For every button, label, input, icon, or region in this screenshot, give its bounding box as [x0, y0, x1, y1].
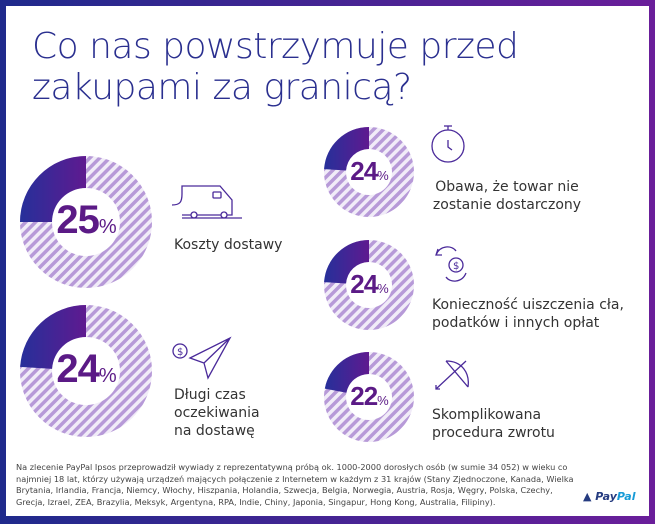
delivery-van-icon	[171, 185, 242, 219]
percent-number: 24	[350, 156, 378, 187]
donut-segment	[324, 127, 369, 171]
donut-chart	[20, 305, 152, 437]
paper-plane-dollar-icon: $	[172, 336, 232, 380]
percent-value: 24%	[346, 156, 392, 187]
donut-chart	[20, 156, 152, 288]
paypal-logo: ▲ PayPal	[583, 490, 636, 503]
percent-number: 22	[350, 381, 378, 412]
label-waiting-time: Długi czas oczekiwania na dostawę	[174, 387, 260, 439]
page-title: Co nas powstrzymuje przed zakupami za gra…	[32, 26, 519, 108]
stopwatch-icon	[431, 125, 465, 163]
percent-unit: %	[377, 393, 389, 409]
percent-value: 25%	[52, 198, 120, 243]
percent-value: 22%	[346, 381, 392, 412]
label-customs: Konieczność uiszczenia cła, podatków i i…	[432, 297, 624, 331]
percent-number: 25	[56, 198, 99, 242]
currency-exchange-icon: $	[435, 246, 467, 282]
percent-unit: %	[98, 216, 117, 238]
donut-chart	[324, 240, 414, 330]
donut-segment	[20, 305, 87, 369]
percent-value: 24%	[346, 269, 392, 300]
label-not-delivered: Obawa, że towar nie zostanie dostarczony	[432, 179, 582, 213]
svg-text:$: $	[177, 347, 183, 358]
title-line: zakupami za granicą?	[32, 67, 412, 108]
donut-chart	[324, 352, 414, 442]
label-returns: Skomplikowana procedura zwrotu	[432, 407, 555, 441]
footnote: Na zlecenie PayPal Ipsos przeprowadził w…	[16, 462, 574, 507]
donut-chart	[324, 127, 414, 217]
percent-number: 24	[350, 269, 378, 300]
donut-segment	[324, 352, 369, 393]
label-shipping-cost: Koszty dostawy	[174, 237, 283, 253]
title-line: Co nas powstrzymuje przed	[32, 26, 519, 67]
percent-unit: %	[98, 365, 117, 387]
percent-unit: %	[377, 281, 389, 297]
percent-unit: %	[377, 168, 389, 184]
donut-segment	[20, 156, 86, 222]
donut-segment	[324, 240, 369, 284]
bow-arrow-icon	[435, 360, 469, 390]
percent-value: 24%	[52, 347, 120, 392]
percent-number: 24	[56, 347, 99, 391]
svg-text:$: $	[453, 261, 459, 272]
